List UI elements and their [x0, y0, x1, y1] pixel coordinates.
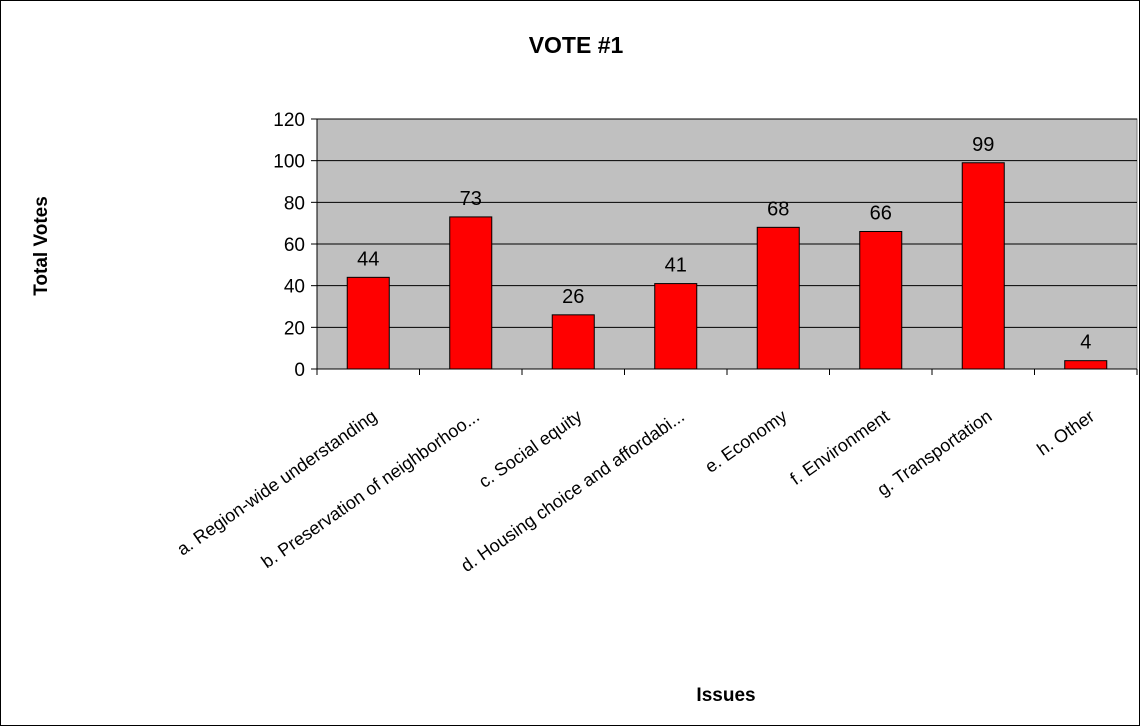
data-label: 26 — [562, 286, 584, 308]
category-label: e. Economy — [701, 406, 790, 477]
y-tick-label: 40 — [284, 277, 305, 298]
y-tick-label: 0 — [294, 360, 305, 381]
category-label: b. Preservation of neighborhoo... — [258, 406, 483, 572]
category-label: f. Environment — [786, 406, 893, 489]
data-label: 66 — [870, 203, 892, 225]
y-tick-label: 120 — [273, 110, 305, 131]
y-tick-label: 100 — [273, 152, 305, 173]
bar — [346, 276, 390, 370]
data-label: 68 — [767, 198, 789, 220]
bar — [961, 162, 1005, 370]
x-axis-ticks — [316, 369, 1138, 375]
chart-title: VOTE #1 — [529, 32, 624, 58]
data-label: 44 — [357, 248, 379, 270]
bars — [346, 162, 1108, 370]
x-axis-title: Issues — [696, 685, 755, 706]
category-label: a. Region-wide understanding — [173, 406, 380, 560]
data-label: 73 — [460, 188, 482, 210]
y-axis-ticks: 0 20 40 60 80 100 120 — [273, 110, 317, 381]
bar — [654, 283, 698, 370]
y-axis-title: Total Votes — [31, 196, 52, 296]
category-label: h. Other — [1033, 406, 1098, 460]
data-labels: 44 73 26 41 68 66 99 4 — [357, 134, 1091, 354]
bar — [449, 216, 493, 370]
data-label: 41 — [665, 255, 687, 277]
category-label: d. Housing choice and affordabi... — [457, 406, 688, 576]
bar — [1064, 360, 1108, 370]
y-tick-label: 60 — [284, 235, 305, 256]
bar — [756, 226, 800, 370]
bar — [551, 314, 595, 370]
category-label: g. Transportation — [873, 406, 995, 500]
y-tick-label: 20 — [284, 318, 305, 339]
data-label: 99 — [972, 134, 994, 156]
bar — [859, 231, 903, 370]
category-label: c. Social equity — [475, 406, 586, 492]
data-label: 4 — [1080, 332, 1091, 354]
y-tick-label: 80 — [284, 193, 305, 214]
